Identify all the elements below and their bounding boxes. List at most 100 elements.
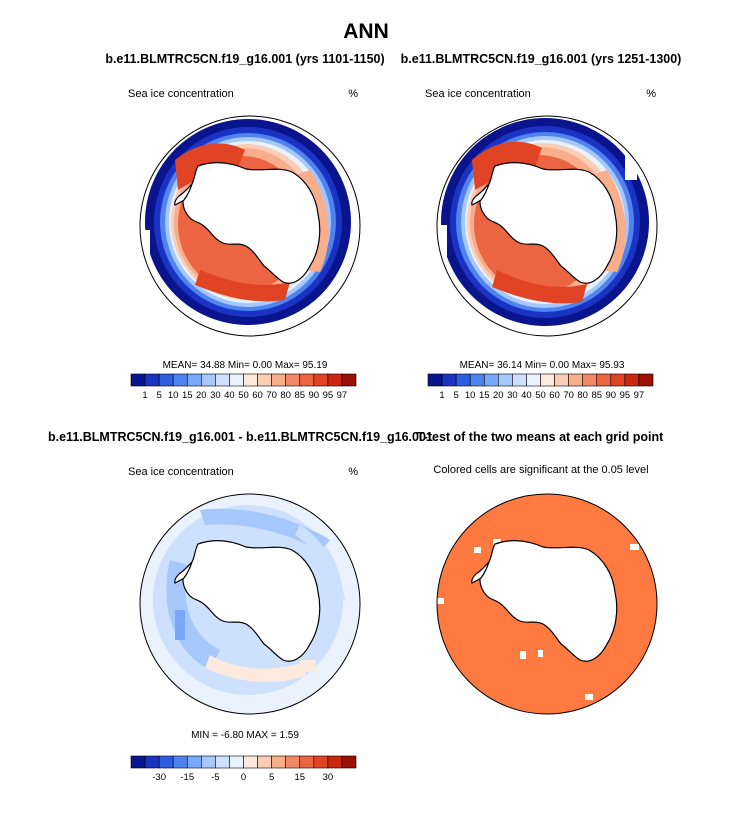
cb3-swatch	[285, 755, 301, 769]
cb3-tick-label: -5	[211, 772, 219, 783]
cb3-swatch	[130, 755, 146, 769]
cb1-swatch	[271, 373, 286, 387]
cb1-tick-label: 50	[238, 390, 249, 401]
cb3-swatch	[229, 755, 244, 769]
panel-4-title: T-test of the two means at each grid poi…	[417, 430, 664, 444]
cb1-swatch	[158, 373, 174, 387]
cb3-swatch	[313, 755, 329, 769]
cb1-tick-label: 10	[168, 390, 179, 401]
panel-1-stats: MEAN= 34.88 Min= 0.00 Max= 95.19	[163, 360, 328, 371]
panel-3-stats: MIN = -6.80 MAX = 1.59	[191, 730, 299, 741]
cb1-tick-label: 80	[280, 390, 291, 401]
cb2-tick-label: 90	[606, 390, 617, 401]
cb2-swatch	[540, 373, 555, 387]
cb2-tick-label: 80	[577, 390, 588, 401]
cb2-swatch	[638, 373, 654, 387]
cb1-tick-label: 90	[309, 390, 320, 401]
panel-3-field: Sea ice concentration	[128, 466, 234, 478]
cb1-swatch	[327, 373, 343, 387]
cb1-tick-label: 40	[224, 390, 235, 401]
cb3-swatch	[327, 755, 343, 769]
cb2-tick-label: 15	[479, 390, 490, 401]
panel-2-map	[437, 116, 657, 336]
panel-3: b.e11.BLMTRC5CN.f19_g16.001 - b.e11.BLMT…	[48, 430, 433, 783]
cb2-tick-label: 70	[563, 390, 574, 401]
cb3-swatch	[215, 755, 230, 769]
cb1-swatch	[172, 373, 188, 387]
cb3-swatch	[172, 755, 188, 769]
cb3-tick-label: -15	[180, 772, 194, 783]
panel-3-colorbar: -30 -15 -5 0 5 15 30	[130, 755, 357, 783]
panel-3-title: b.e11.BLMTRC5CN.f19_g16.001 - b.e11.BLMT…	[48, 430, 433, 444]
panel-1: b.e11.BLMTRC5CN.f19_g16.001 (yrs 1101-11…	[105, 52, 384, 401]
panel-2-title: b.e11.BLMTRC5CN.f19_g16.001 (yrs 1251-13…	[401, 52, 682, 66]
cb3-swatch	[158, 755, 174, 769]
panel-2-map-border	[436, 115, 658, 337]
cb2-swatch	[624, 373, 640, 387]
cb2-swatch	[455, 373, 471, 387]
cb2-tick-label: 95	[620, 390, 631, 401]
cb2-tick-label: 20	[493, 390, 504, 401]
cb2-tick-label: 50	[535, 390, 546, 401]
cb1-swatch	[257, 373, 272, 387]
cb3-swatch	[271, 755, 286, 769]
cb1-swatch	[201, 373, 216, 387]
cb2-swatch	[483, 373, 499, 387]
panel-1-field: Sea ice concentration	[128, 88, 234, 100]
panel-1-units: %	[348, 88, 358, 100]
cb3-swatch	[201, 755, 216, 769]
cb1-swatch	[341, 373, 357, 387]
cb3-swatch	[243, 755, 258, 769]
cb2-swatch	[568, 373, 583, 387]
cb3-swatch	[341, 755, 357, 769]
cb1-tick-label: 60	[252, 390, 263, 401]
cb2-swatch	[582, 373, 598, 387]
panel-4-nonsignificant-cells	[437, 539, 639, 700]
cb2-tick-label: 60	[549, 390, 560, 401]
panel-3-map-border	[139, 493, 361, 715]
cb1-swatch	[229, 373, 244, 387]
cb2-tick-label: 85	[591, 390, 602, 401]
cb1-swatch	[313, 373, 329, 387]
panel-1-map-border	[139, 115, 361, 337]
panel-2-stats: MEAN= 36.14 Min= 0.00 Max= 95.93	[460, 360, 625, 371]
cb2-swatch	[427, 373, 443, 387]
cb2-tick-label: 30	[507, 390, 518, 401]
cb2-swatch	[610, 373, 626, 387]
cb3-tick-label: 0	[241, 772, 246, 783]
cb1-swatch	[285, 373, 301, 387]
panel-2-colorbar: 1 5 10 15 20 30 40 50 60 70 80 85 90 95 97	[427, 373, 654, 401]
panel-2-field: Sea ice concentration	[425, 88, 531, 100]
cb1-swatch	[243, 373, 258, 387]
cb1-tick-label: 1	[142, 390, 147, 401]
cb2-tick-label: 97	[634, 390, 645, 401]
panel-3-map	[140, 494, 360, 714]
cb1-tick-label: 30	[210, 390, 221, 401]
cb1-swatch	[299, 373, 315, 387]
panel-1-colorbar: 1 5 10 15 20 30 40 50 60 70 80 85 90 95 97	[130, 373, 357, 401]
cb3-tick-label: 5	[269, 772, 274, 783]
cb1-tick-label: 70	[266, 390, 277, 401]
panel-1-title: b.e11.BLMTRC5CN.f19_g16.001 (yrs 1101-11…	[105, 52, 384, 66]
panel-2-units: %	[646, 88, 656, 100]
cb3-swatch	[299, 755, 315, 769]
cb2-tick-label: 1	[439, 390, 444, 401]
cb2-swatch	[441, 373, 457, 387]
cb1-tick-label: 85	[294, 390, 305, 401]
cb3-swatch	[186, 755, 202, 769]
cb1-swatch	[186, 373, 202, 387]
panel-4-map-border	[436, 493, 658, 715]
cb2-tick-label: 5	[453, 390, 458, 401]
cb1-tick-label: 5	[156, 390, 161, 401]
cb1-tick-label: 95	[323, 390, 334, 401]
cb2-swatch	[469, 373, 485, 387]
cb2-swatch	[554, 373, 569, 387]
cb2-swatch	[526, 373, 541, 387]
cb1-swatch	[215, 373, 230, 387]
cb3-tick-label: -30	[152, 772, 166, 783]
cb1-swatch	[144, 373, 160, 387]
panel-4-subtitle: Colored cells are significant at the 0.0…	[433, 464, 648, 476]
cb3-swatch	[144, 755, 160, 769]
cb2-swatch	[512, 373, 527, 387]
cb1-tick-label: 20	[196, 390, 207, 401]
